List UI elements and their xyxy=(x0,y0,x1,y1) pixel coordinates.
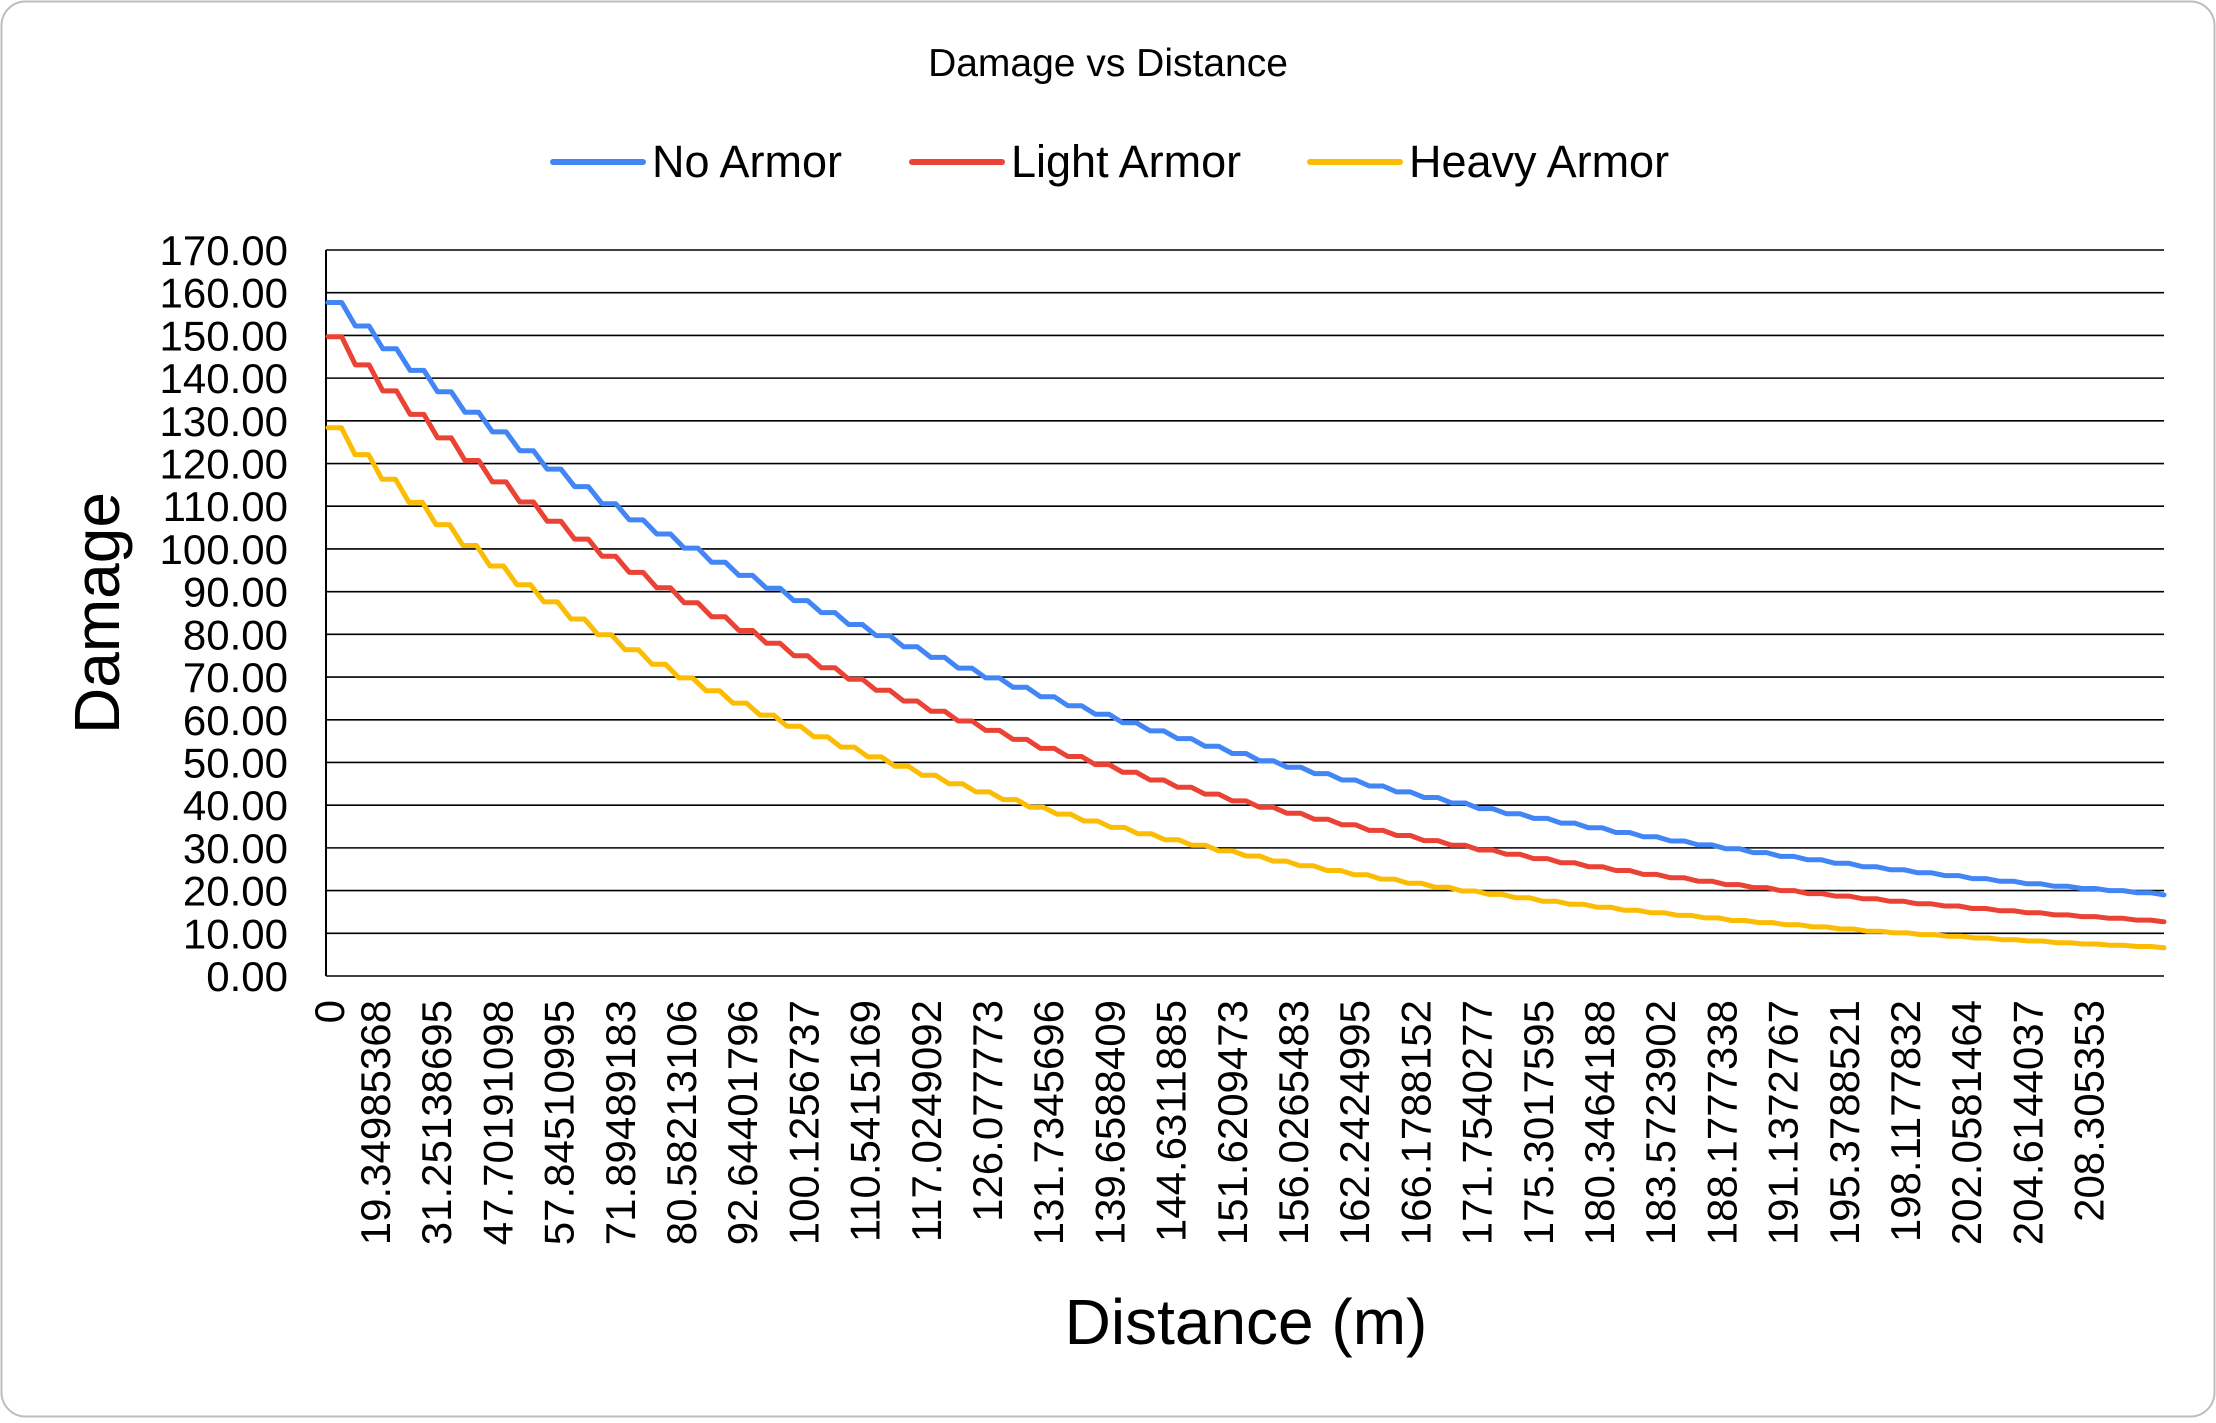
x-tick-label: 204.6144037 xyxy=(2004,1000,2051,1245)
x-tick-label: 198.1177832 xyxy=(1882,1000,1929,1242)
x-tick-label: 92.64401796 xyxy=(719,1000,766,1245)
x-tick-label: 191.1372767 xyxy=(1760,1000,1807,1245)
x-tick-label: 126.077773 xyxy=(964,1000,1011,1222)
x-tick-label: 195.3788521 xyxy=(1821,1000,1868,1245)
y-tick-label: 140.00 xyxy=(160,355,288,402)
x-tick-label: 156.0265483 xyxy=(1270,1000,1317,1245)
y-tick-label: 90.00 xyxy=(183,569,288,616)
x-tick-label: 47.70191098 xyxy=(474,1000,521,1245)
x-tick-label: 183.5723902 xyxy=(1637,1000,1684,1245)
y-tick-label: 120.00 xyxy=(160,441,288,488)
x-tick-label: 175.3017595 xyxy=(1515,1000,1562,1245)
legend-label-no-armor: No Armor xyxy=(652,136,842,187)
legend-label-heavy-armor: Heavy Armor xyxy=(1409,136,1669,187)
y-axis-label: Damage xyxy=(61,492,133,734)
x-tick-label: 100.1256737 xyxy=(780,1000,827,1245)
y-tick-label: 160.00 xyxy=(160,270,288,317)
x-tick-label: 180.3464188 xyxy=(1576,1000,1623,1245)
legend: No Armor Light Armor Heavy Armor xyxy=(550,136,1669,187)
legend-label-light-armor: Light Armor xyxy=(1011,136,1241,187)
x-tick-label: 139.6588409 xyxy=(1086,1000,1133,1245)
y-tick-label: 150.00 xyxy=(160,312,288,359)
y-tick-label: 20.00 xyxy=(183,868,288,915)
series-line-light-armor xyxy=(325,334,2167,925)
y-tick-label: 80.00 xyxy=(183,611,288,658)
chart-title: Damage vs Distance xyxy=(928,42,1288,85)
series-lines xyxy=(325,300,2167,951)
y-axis-ticks: 0.0010.0020.0030.0040.0050.0060.0070.008… xyxy=(160,227,288,1000)
x-tick-label: 208.305353 xyxy=(2066,1000,2113,1222)
x-tick-label: 151.6209473 xyxy=(1209,1000,1256,1245)
x-tick-label: 188.1777338 xyxy=(1698,1000,1745,1245)
x-tick-label: 57.84510995 xyxy=(536,1000,583,1245)
x-tick-label: 19.34985368 xyxy=(352,1000,399,1245)
x-tick-label: 31.25138695 xyxy=(413,1000,460,1245)
y-tick-label: 0.00 xyxy=(206,953,288,1000)
y-tick-label: 30.00 xyxy=(183,825,288,872)
x-tick-label: 171.7540277 xyxy=(1454,1000,1501,1245)
y-tick-label: 40.00 xyxy=(183,782,288,829)
x-axis-label: Distance (m) xyxy=(1065,1286,1428,1358)
x-tick-label: 162.2424995 xyxy=(1331,1000,1378,1245)
x-tick-label: 117.0249092 xyxy=(903,1000,950,1242)
y-tick-label: 70.00 xyxy=(183,654,288,701)
x-tick-label: 166.1788152 xyxy=(1392,1000,1439,1245)
x-tick-label: 71.89489183 xyxy=(597,1000,644,1245)
x-tick-label: 144.6311885 xyxy=(1148,1000,1195,1242)
x-axis-ticks: 0 19.34985368 31.25138695 47.70191098 57.845… xyxy=(306,1000,2113,1245)
y-tick-label: 10.00 xyxy=(183,910,288,957)
y-tick-label: 110.00 xyxy=(163,483,288,530)
y-tick-label: 170.00 xyxy=(160,227,288,274)
x-tick-label: 202.0581464 xyxy=(1943,1000,1990,1245)
series-line-heavy-armor xyxy=(325,425,2167,951)
y-tick-label: 100.00 xyxy=(160,526,288,573)
x-tick-label: 0 xyxy=(306,1000,353,1023)
x-tick-label: 80.58213106 xyxy=(658,1000,705,1245)
y-tick-label: 60.00 xyxy=(183,697,288,744)
series-line-no-armor xyxy=(325,300,2167,898)
y-tick-label: 50.00 xyxy=(183,739,288,786)
x-tick-label: 110.5415169 xyxy=(842,1000,889,1242)
gridlines xyxy=(326,249,2164,977)
y-tick-label: 130.00 xyxy=(160,398,288,445)
x-tick-label: 131.7345696 xyxy=(1025,1000,1072,1245)
